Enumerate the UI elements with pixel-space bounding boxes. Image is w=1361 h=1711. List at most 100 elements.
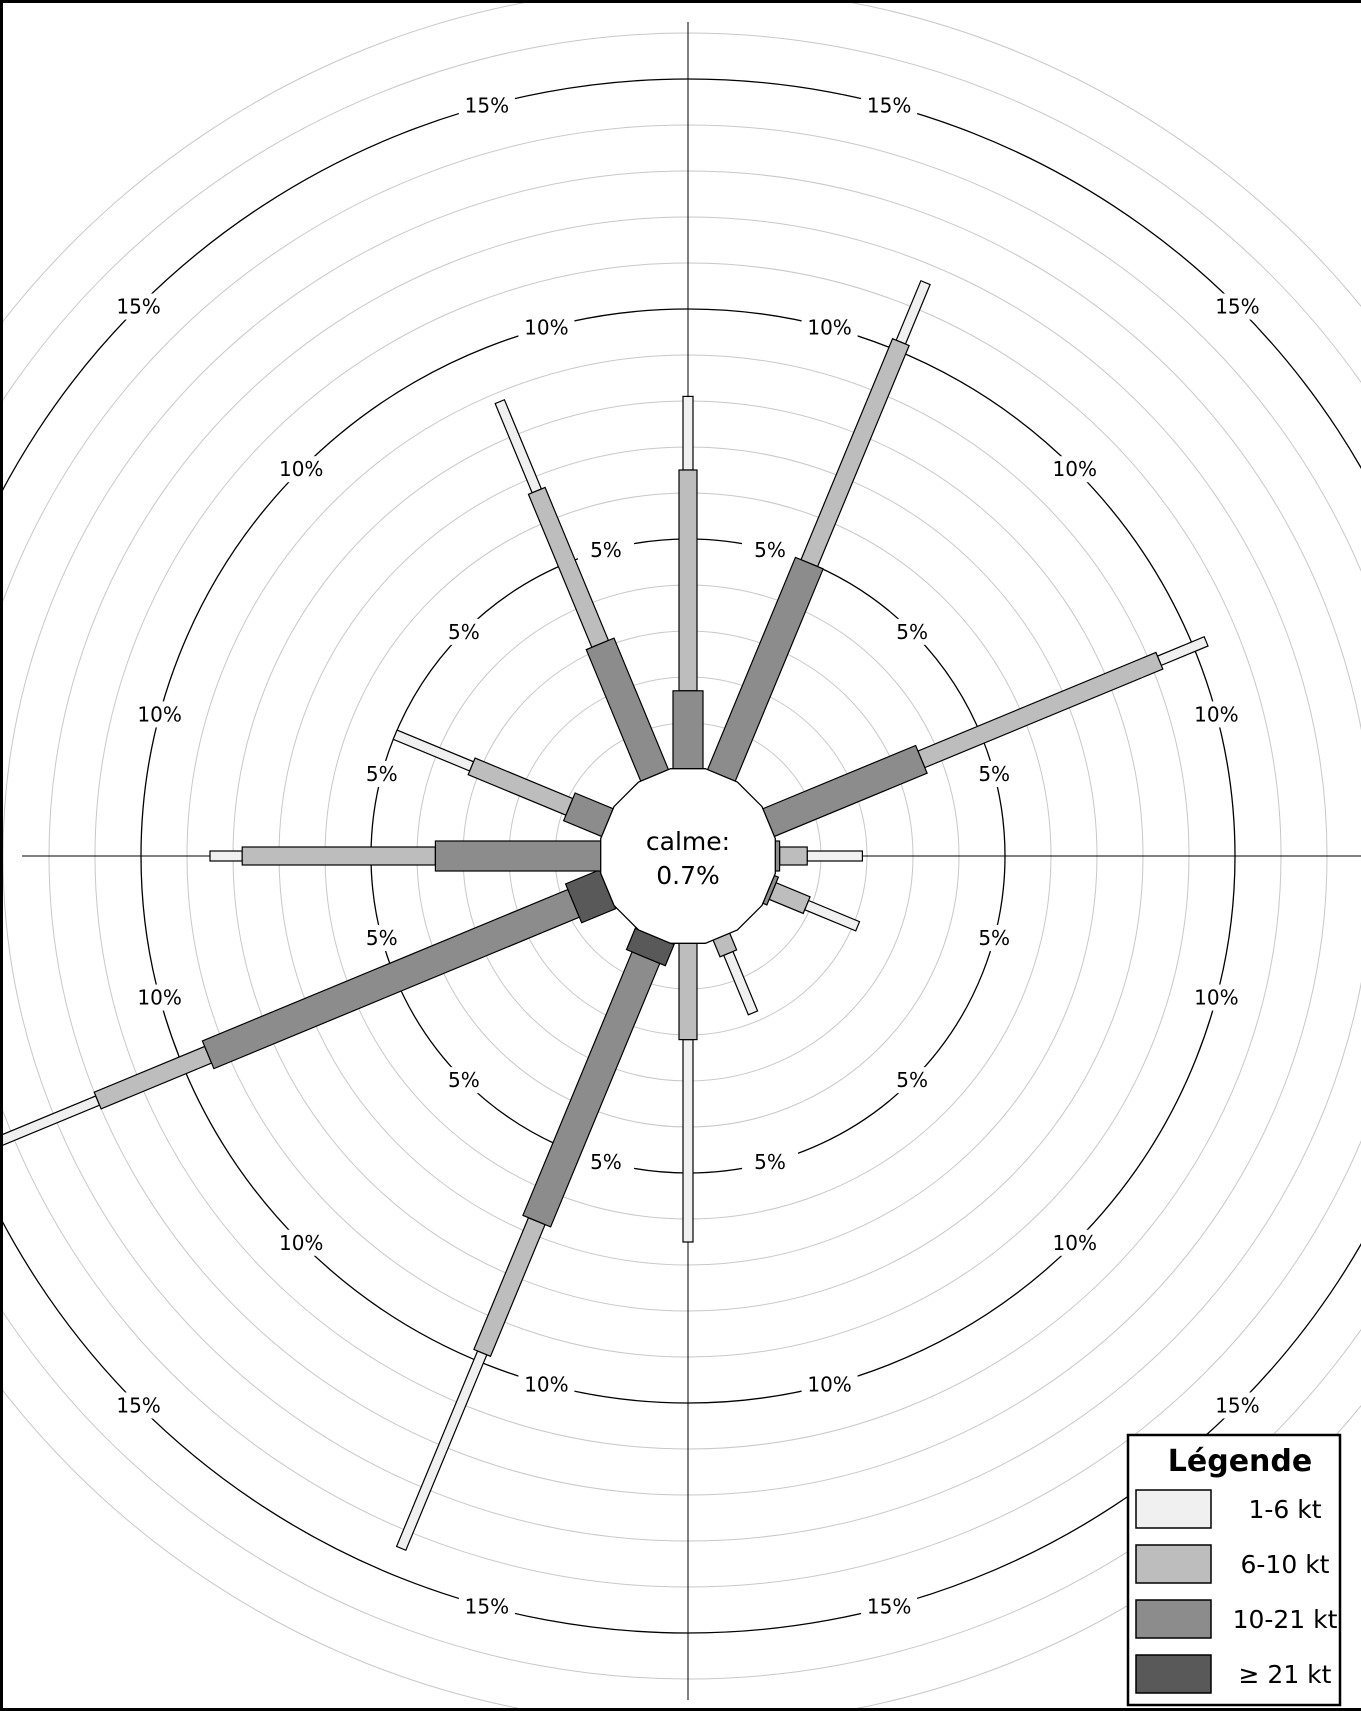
ring-label: 10% <box>1053 1231 1097 1255</box>
ring-label: 15% <box>1215 295 1259 319</box>
calm-center: calme: 0.7% <box>600 768 776 944</box>
petal-segment-wsw <box>93 1045 213 1110</box>
petal-segment-e <box>778 846 808 866</box>
ring-label-bg <box>884 618 941 645</box>
ring-label: 5% <box>978 762 1010 786</box>
petal-segment-e <box>806 850 863 862</box>
ring-label: 5% <box>896 620 928 644</box>
legend-swatch <box>1135 1599 1212 1639</box>
ring-label: 15% <box>465 93 509 117</box>
ring-label-bg <box>966 760 1023 787</box>
calm-disc <box>600 768 776 944</box>
ring-label-bg <box>435 1067 492 1094</box>
petal-segment-wnw <box>467 757 574 816</box>
ring-label-bg <box>742 536 799 563</box>
petal-segment-ene <box>917 651 1164 769</box>
petal-segment-nne <box>800 337 910 568</box>
ring-label-bg <box>801 314 858 341</box>
ring-label: 5% <box>448 1068 480 1092</box>
petal-segment-w <box>241 846 436 866</box>
ring-label-bg <box>110 1392 167 1419</box>
petal-segment-sse <box>722 950 759 1016</box>
ring-label-bg <box>1209 1392 1266 1419</box>
ring-label: 5% <box>754 538 786 562</box>
ring-label-bg <box>353 760 410 787</box>
ring-label: 10% <box>524 316 568 340</box>
petal-segment-ese <box>768 881 811 915</box>
legend-swatch <box>1135 1654 1212 1694</box>
ring-label-bg <box>435 618 492 645</box>
legend-swatch <box>1135 1489 1212 1529</box>
ring-label: 5% <box>366 762 398 786</box>
petal-segment-s <box>678 942 698 1041</box>
petal-segment-n <box>678 469 698 692</box>
ring-label: 5% <box>590 1150 622 1174</box>
ring-label: 15% <box>1215 1393 1259 1417</box>
legend-items: 1-6 kt 6-10 kt 10-21 kt ≥ 21 kt <box>1135 1489 1338 1694</box>
ring-label: 10% <box>524 1372 568 1396</box>
ring-label: 5% <box>754 1150 786 1174</box>
ring-label-bg <box>110 293 167 320</box>
ring-label: 10% <box>137 702 181 726</box>
petal-segment-ssw <box>395 1350 488 1552</box>
petal-segment-ene <box>761 744 928 838</box>
ring-label-bg <box>353 925 410 952</box>
ring-label-bg <box>518 314 575 341</box>
legend-label: 1-6 kt <box>1248 1495 1321 1524</box>
ring-label-bg <box>884 1067 941 1094</box>
ring-label: 15% <box>116 1393 160 1417</box>
ring-label: 10% <box>1194 986 1238 1010</box>
ring-label: 10% <box>807 1372 851 1396</box>
ring-label-bg <box>458 1593 515 1620</box>
calm-value: 0.7% <box>656 861 720 890</box>
ring-label-bg <box>577 1149 634 1176</box>
ring-label: 10% <box>137 986 181 1010</box>
ring-label: 10% <box>1053 457 1097 481</box>
ring-label-bg <box>458 92 515 119</box>
legend-label: 6-10 kt <box>1241 1550 1330 1579</box>
ring-label: 10% <box>807 316 851 340</box>
ring-label-bg <box>273 456 330 483</box>
petal-segment-s <box>682 1039 694 1243</box>
ring-label-bg <box>1209 293 1266 320</box>
ring-label-bg <box>1046 456 1103 483</box>
ring-label: 10% <box>279 457 323 481</box>
petal-segment-nnw <box>585 637 670 783</box>
petal-segment-ssw <box>522 951 661 1228</box>
ring-label: 5% <box>590 538 622 562</box>
legend-title: Légende <box>1168 1444 1312 1479</box>
legend-label: 10-21 kt <box>1233 1605 1338 1634</box>
ring-label-bg <box>861 92 918 119</box>
ring-label: 15% <box>116 295 160 319</box>
ring-label: 10% <box>279 1231 323 1255</box>
ring-label-bg <box>966 925 1023 952</box>
ring-label-bg <box>1188 984 1245 1011</box>
calm-label: calme: <box>646 827 730 856</box>
petal-segment-ese <box>803 899 861 932</box>
ring-label-bg <box>577 536 634 563</box>
petal-segment-ssw <box>473 1216 546 1358</box>
ring-label: 15% <box>867 1595 911 1619</box>
petal-segment-nnw <box>527 486 610 649</box>
ring-label: 10% <box>1194 702 1238 726</box>
petal-group <box>0 279 1209 1552</box>
petal-segment-ene <box>1156 635 1209 667</box>
petal-segment-nnw <box>494 398 543 494</box>
ring-label-bg <box>801 1371 858 1398</box>
ring-label: 15% <box>465 1595 509 1619</box>
ring-label: 5% <box>448 620 480 644</box>
petal-segment-n <box>682 395 694 471</box>
ring-label: 5% <box>366 926 398 950</box>
ring-label-bg <box>273 1229 330 1256</box>
petal-segment-wsw <box>201 888 581 1070</box>
ring-label-bg <box>742 1149 799 1176</box>
ring-label-bg <box>131 701 188 728</box>
ring-label-bg <box>1046 1229 1103 1256</box>
petal-segment-n <box>672 690 704 770</box>
petal-segment-w <box>209 850 243 862</box>
legend: Légende 1-6 kt 6-10 kt 10-21 kt ≥ 21 kt <box>1126 1433 1342 1707</box>
ring-label: 5% <box>896 1068 928 1092</box>
ring-label-group: 5% 5% 5% 5% 5% 5% 5% 5% 5% 5% 5% 5% 10% 10% 10% 10% 10% 1… <box>110 92 1266 1620</box>
